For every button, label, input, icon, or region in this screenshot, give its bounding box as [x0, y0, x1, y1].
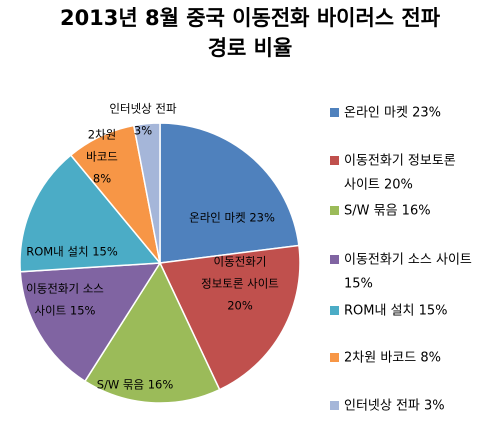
legend-label-2: 이동전화기 정보토론: [344, 154, 456, 169]
legend-swatch-2: [330, 156, 339, 165]
legend-swatch-5: [330, 306, 339, 315]
pie-slice-7: [132, 122, 161, 264]
slice-label-4: 이동전화기 소스: [26, 282, 104, 296]
legend-label-3: S/W 묶음 16%: [344, 204, 431, 219]
slice-label-2: 이동전화기: [214, 255, 267, 269]
pie-slice-1: [159, 122, 300, 264]
slice-label-7: 3%: [134, 124, 152, 138]
slice-label-2: 정보토론 사이트: [201, 277, 279, 291]
chart-title-line1: 2013년 8월 중국 이동전화 바이러스 전파: [59, 6, 441, 30]
legend-label-4: 이동전화기 소스 사이트: [344, 253, 472, 268]
chart-title-line2: 경로 비율: [207, 36, 293, 60]
legend-swatch-4: [330, 255, 339, 264]
pie-slice-5: [19, 154, 162, 273]
slice-label-2: 20%: [227, 299, 253, 313]
pie-slice-2: [158, 244, 301, 391]
slice-label-5: ROM내 설치 15%: [26, 245, 118, 259]
slice-label-6: 2차원: [88, 128, 116, 142]
slice-label-3: S/W 묶음 16%: [97, 378, 174, 392]
legend-label-5: ROM내 설치 15%: [344, 304, 448, 319]
legend-swatch-1: [330, 108, 339, 117]
legend-label-7: 인터넷상 전파 3%: [344, 399, 445, 414]
legend-swatch-7: [330, 401, 339, 410]
legend-label-6: 2차원 바코드 8%: [344, 351, 441, 366]
slice-label-4: 사이트 15%: [35, 304, 96, 318]
pie-slice-3: [83, 261, 221, 404]
slice-label-1: 온라인 마켓 23%: [189, 211, 275, 225]
pie-slice-4: [19, 262, 162, 383]
legend-swatch-6: [330, 353, 339, 362]
legend-label-1: 온라인 마켓 23%: [344, 106, 441, 121]
slice-label-6: 8%: [93, 172, 111, 186]
legend-label-2: 사이트 20%: [344, 178, 413, 193]
legend-label-4: 15%: [344, 277, 373, 292]
slice-label-6: 바코드: [86, 150, 118, 164]
slice-label-7: 인터넷상 전파: [109, 102, 177, 116]
legend-swatch-3: [330, 206, 339, 215]
